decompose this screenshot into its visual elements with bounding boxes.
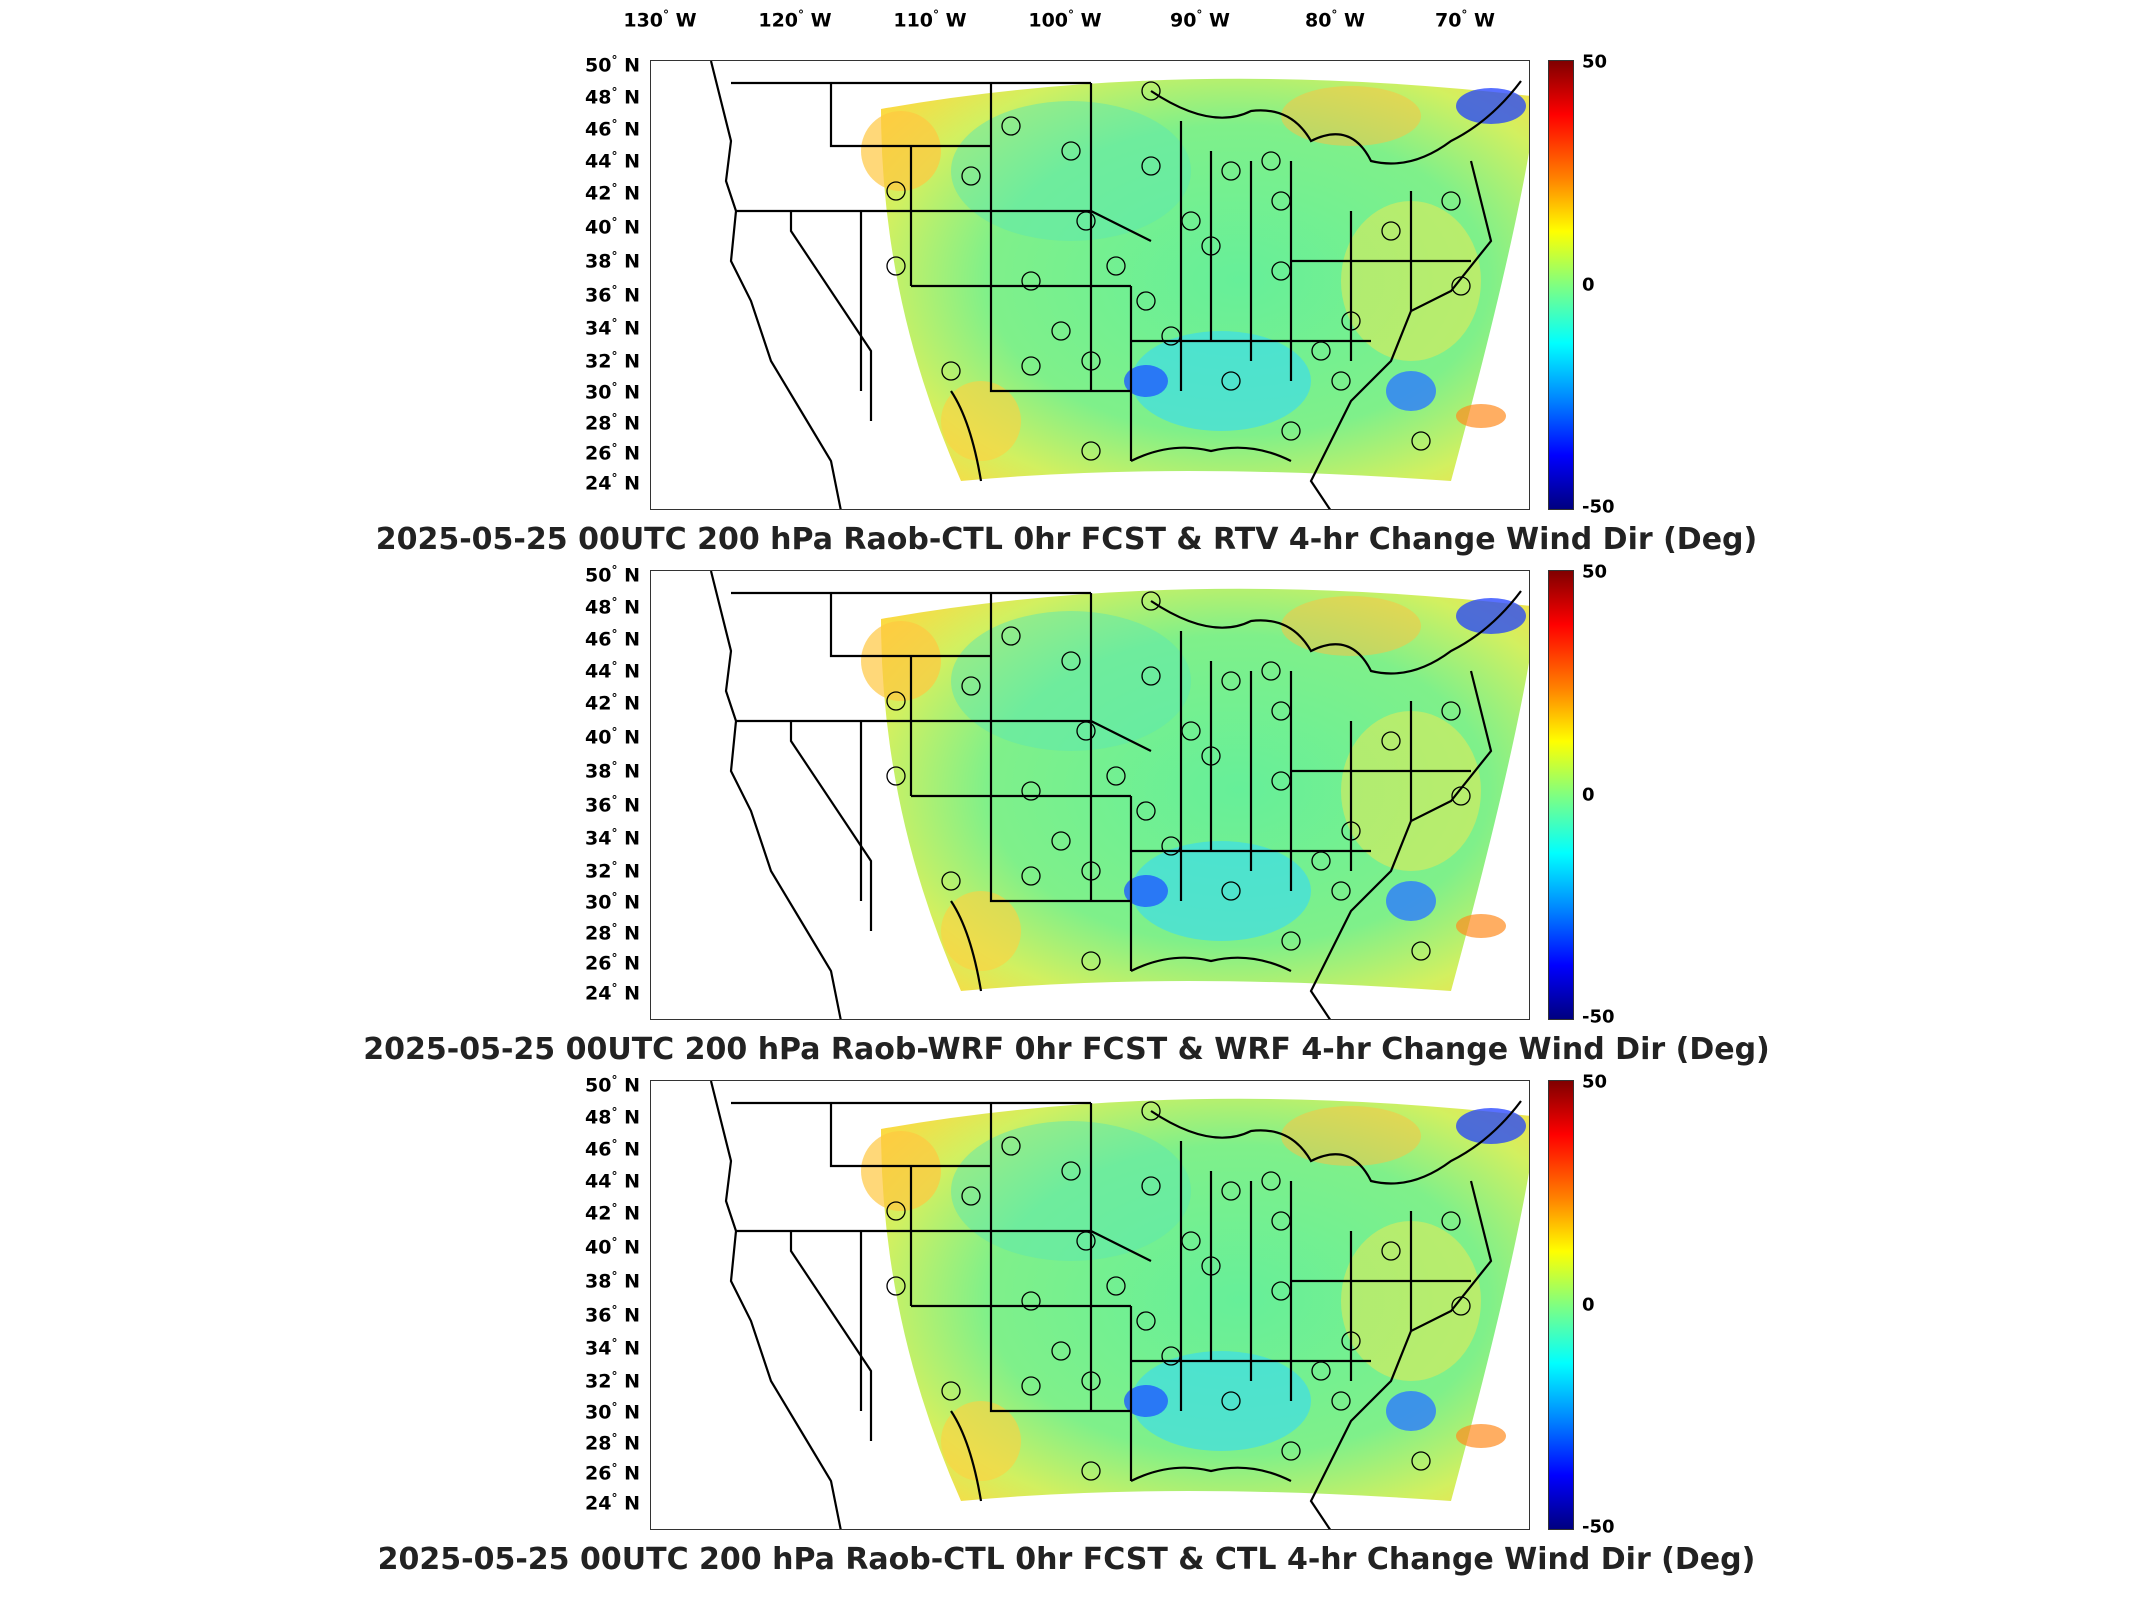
map-plot <box>650 570 1530 1020</box>
wind-direction-map <box>709 61 1529 509</box>
lon-label-120w: 120° W <box>758 8 832 32</box>
colorbar-mid-label: 0 <box>1582 274 1595 296</box>
panel-title: 2025-05-25 00UTC 200 hPa Raob-CTL 0hr FC… <box>375 522 1758 557</box>
lat-label: 26° N <box>585 1461 640 1485</box>
map-panel-1: 50° N 48° N 46° N 44° N 42° N 40° N 38° … <box>0 51 2133 600</box>
map-panel-2: 50° N 48° N 46° N 44° N 42° N 40° N 38° … <box>0 561 2133 1110</box>
lon-label-110w: 110° W <box>893 8 967 32</box>
colorbar <box>1548 60 1574 510</box>
lat-label: 46° N <box>585 627 640 651</box>
lat-label: 50° N <box>585 1073 640 1097</box>
lat-label: 38° N <box>585 1269 640 1293</box>
lat-label: 32° N <box>585 1369 640 1393</box>
lon-label-70w: 70° W <box>1434 8 1496 32</box>
map-plot <box>650 60 1530 510</box>
lat-label: 40° N <box>585 725 640 749</box>
lat-label: 44° N <box>585 1169 640 1193</box>
lat-label: 48° N <box>585 595 640 619</box>
lat-label: 24° N <box>585 981 640 1005</box>
panel-title: 2025-05-25 00UTC 200 hPa Raob-WRF 0hr FC… <box>363 1032 1770 1067</box>
lat-label: 38° N <box>585 759 640 783</box>
lat-label: 50° N <box>585 563 640 587</box>
colorbar-max-label: 50 <box>1582 1071 1608 1093</box>
lat-label: 26° N <box>585 951 640 975</box>
lat-label: 42° N <box>585 1201 640 1225</box>
lat-label: 36° N <box>585 793 640 817</box>
colorbar-min-label: -50 <box>1582 1516 1615 1538</box>
wind-direction-map <box>709 571 1529 1019</box>
panel-title: 2025-05-25 00UTC 200 hPa Raob-CTL 0hr FC… <box>377 1542 1756 1577</box>
lat-label: 44° N <box>585 659 640 683</box>
colorbar-mid-label: 0 <box>1582 1294 1595 1316</box>
lat-label: 40° N <box>585 215 640 239</box>
lat-label: 50° N <box>585 53 640 77</box>
lon-label-100w: 100° W <box>1028 8 1102 32</box>
map-plot <box>650 1080 1530 1530</box>
lat-label: 36° N <box>585 1303 640 1327</box>
lat-label: 46° N <box>585 117 640 141</box>
colorbar-min-label: -50 <box>1582 496 1615 518</box>
lat-label: 38° N <box>585 249 640 273</box>
colorbar <box>1548 1080 1574 1530</box>
lat-label: 30° N <box>585 380 640 404</box>
lat-label: 46° N <box>585 1137 640 1161</box>
lat-label: 30° N <box>585 890 640 914</box>
lat-label: 34° N <box>585 316 640 340</box>
lat-label: 36° N <box>585 283 640 307</box>
colorbar-max-label: 50 <box>1582 561 1608 583</box>
lat-label: 40° N <box>585 1235 640 1259</box>
lon-label-130w: 130° W <box>623 8 697 32</box>
lat-label: 28° N <box>585 921 640 945</box>
lat-label: 32° N <box>585 349 640 373</box>
lat-label: 30° N <box>585 1400 640 1424</box>
lat-label: 26° N <box>585 441 640 465</box>
colorbar-mid-label: 0 <box>1582 784 1595 806</box>
lat-label: 48° N <box>585 85 640 109</box>
lat-label: 32° N <box>585 859 640 883</box>
lon-label-80w: 80° W <box>1304 8 1366 32</box>
colorbar <box>1548 570 1574 1020</box>
wind-direction-map <box>709 1081 1529 1529</box>
map-panel-3: 50° N 48° N 46° N 44° N 42° N 40° N 38° … <box>0 1071 2133 1620</box>
lat-label: 28° N <box>585 411 640 435</box>
lat-label: 24° N <box>585 1491 640 1515</box>
lat-label: 42° N <box>585 181 640 205</box>
lat-label: 34° N <box>585 826 640 850</box>
colorbar-max-label: 50 <box>1582 51 1608 73</box>
lat-label: 48° N <box>585 1105 640 1129</box>
colorbar-min-label: -50 <box>1582 1006 1615 1028</box>
lat-label: 44° N <box>585 149 640 173</box>
lon-label-90w: 90° W <box>1169 8 1231 32</box>
lat-label: 24° N <box>585 471 640 495</box>
lat-label: 42° N <box>585 691 640 715</box>
lat-label: 28° N <box>585 1431 640 1455</box>
lat-label: 34° N <box>585 1336 640 1360</box>
longitude-axis: 130° W 120° W 110° W 100° W 90° W 80° W … <box>0 0 2133 40</box>
